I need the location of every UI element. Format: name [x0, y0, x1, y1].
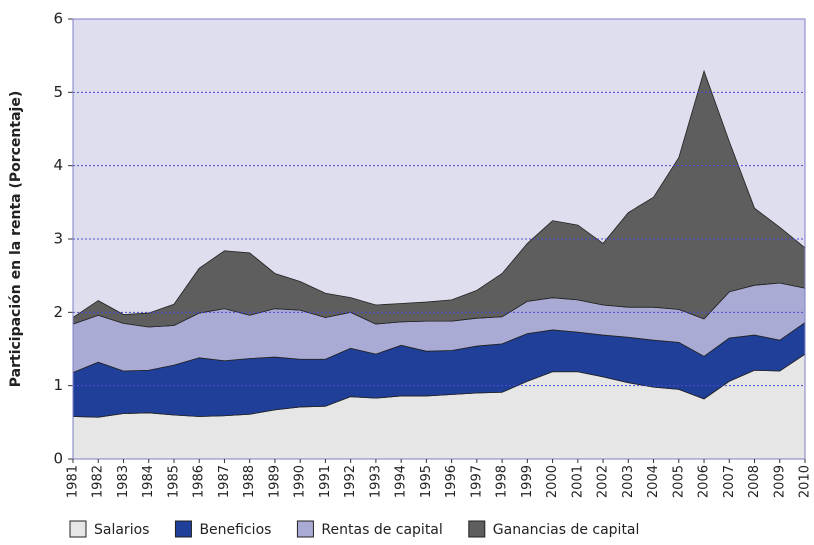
x-tick-label: 1991 [318, 465, 333, 498]
y-tick-label: 1 [53, 376, 63, 394]
y-tick-label: 3 [53, 230, 63, 248]
x-tick-label: 1984 [141, 465, 156, 498]
plot-border [72, 18, 806, 460]
legend-label: Ganancias de capital [493, 522, 640, 538]
x-tick-label: 1983 [116, 465, 131, 498]
y-tick-label: 4 [53, 156, 63, 174]
y-axis-label: Participación en la renta (Porcentaje) [8, 91, 24, 387]
x-tick-label: 1996 [444, 465, 459, 498]
legend-swatch [174, 520, 192, 538]
x-tick-label: 2001 [570, 465, 585, 498]
x-tick-label: 1981 [66, 465, 81, 498]
x-tick-label: 2009 [772, 465, 787, 498]
x-tick-label: 1986 [192, 465, 207, 498]
legend-label: Beneficios [199, 522, 271, 538]
x-tick-label: 1990 [293, 465, 308, 498]
x-tick-label: 1998 [495, 465, 510, 498]
x-tick-label: 2004 [646, 465, 661, 498]
legend-label: Salarios [94, 522, 149, 538]
x-tick-label: 1997 [469, 465, 484, 498]
x-tick-label: 2006 [697, 465, 712, 498]
x-tick-label: 2003 [621, 465, 636, 498]
x-tick-label: 1993 [368, 465, 383, 498]
x-tick-label: 2005 [671, 465, 686, 498]
x-tick-label: 1995 [419, 465, 434, 498]
y-tick-label: 0 [53, 450, 63, 468]
x-tick-label: 1982 [91, 465, 106, 498]
y-tick-label: 2 [53, 303, 63, 321]
legend-label: Rentas de capital [321, 522, 442, 538]
x-tick-label: 1985 [166, 465, 181, 498]
x-tick-label: 1999 [520, 465, 535, 498]
x-tick-label: 2010 [798, 465, 813, 498]
x-tick-label: 2002 [596, 465, 611, 498]
y-tick-label: 5 [53, 83, 63, 101]
x-tick-label: 1989 [267, 465, 282, 498]
legend-swatch [69, 520, 87, 538]
x-tick-label: 2007 [722, 465, 737, 498]
legend-swatch [468, 520, 486, 538]
x-tick-label: 2000 [545, 465, 560, 498]
x-tick-label: 1994 [394, 465, 409, 498]
x-tick-label: 1992 [343, 465, 358, 498]
legend-swatch [296, 520, 314, 538]
x-tick-label: 2008 [747, 465, 762, 498]
x-tick-label: 1988 [242, 465, 257, 498]
x-tick-label: 1987 [217, 465, 232, 498]
y-tick-label: 6 [53, 10, 63, 28]
